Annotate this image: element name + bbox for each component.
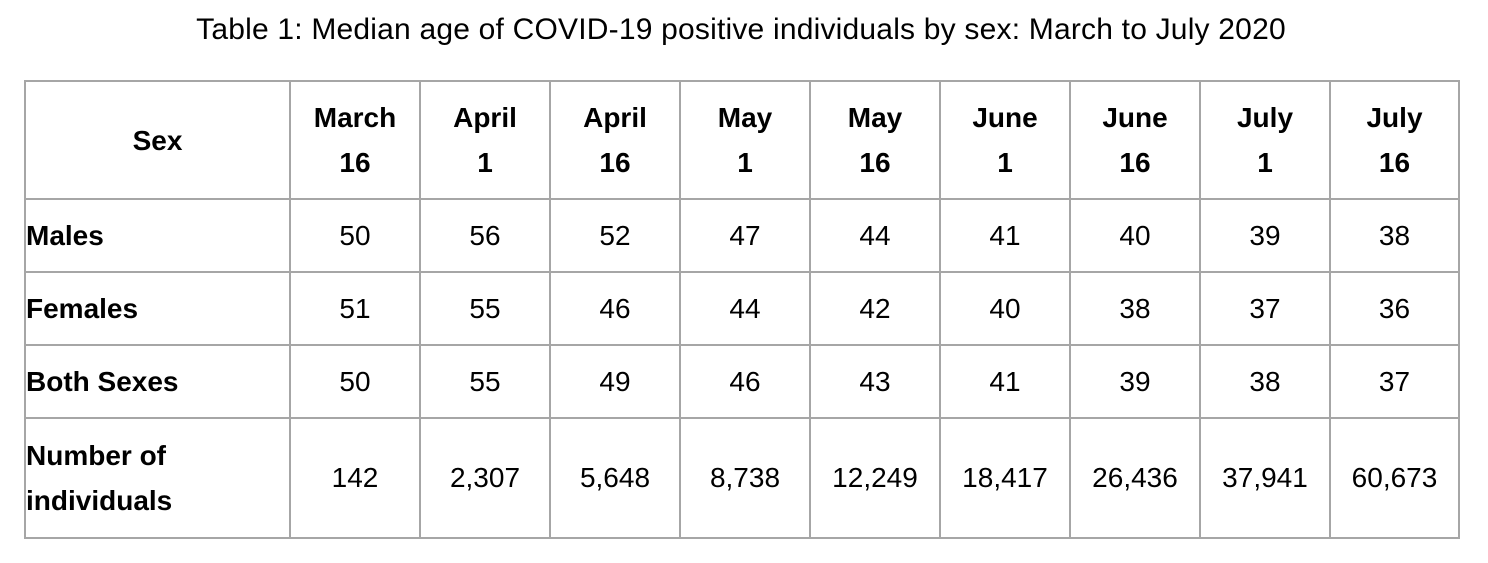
table-cell: 46	[549, 271, 681, 346]
table-cell: 43	[809, 344, 941, 419]
header-april-1: April 1	[419, 80, 551, 200]
table-cell: 55	[419, 344, 551, 419]
table-cell: 39	[1069, 344, 1201, 419]
table-cell: 40	[1069, 198, 1201, 273]
header-may-1: May 1	[679, 80, 811, 200]
header-sex: Sex	[24, 80, 291, 200]
table-cell: 39	[1199, 198, 1331, 273]
table-cell: 37	[1199, 271, 1331, 346]
table-cell: 41	[939, 344, 1071, 419]
row-label: Both Sexes	[24, 344, 291, 419]
table-cell: 40	[939, 271, 1071, 346]
table-cell: 44	[679, 271, 811, 346]
table-row-males: Males 50 56 52 47 44 41 40 39 38	[24, 198, 1460, 273]
header-row: Sex March 16 April 1 April 16 May 1 May 16 Ju…	[24, 80, 1460, 200]
table-cell: 47	[679, 198, 811, 273]
table-cell: 46	[679, 344, 811, 419]
row-label: Females	[24, 271, 291, 346]
table-cell: 38	[1069, 271, 1201, 346]
table-cell: 52	[549, 198, 681, 273]
median-age-table: Sex March 16 April 1 April 16 May 1 May 16 Ju…	[24, 80, 1460, 539]
header-april-16: April 16	[549, 80, 681, 200]
table-caption: Table 1: Median age of COVID-19 positive…	[196, 13, 1286, 46]
table-cell: 142	[289, 417, 421, 539]
table-cell: 37	[1329, 344, 1460, 419]
header-june-1: June 1	[939, 80, 1071, 200]
table-cell: 5,648	[549, 417, 681, 539]
table-cell: 37,941	[1199, 417, 1331, 539]
table-cell: 36	[1329, 271, 1460, 346]
header-june-16: June 16	[1069, 80, 1201, 200]
table-cell: 50	[289, 198, 421, 273]
table-cell: 41	[939, 198, 1071, 273]
table-cell: 26,436	[1069, 417, 1201, 539]
header-may-16: May 16	[809, 80, 941, 200]
table-cell: 42	[809, 271, 941, 346]
table-cell: 12,249	[809, 417, 941, 539]
table-row-females: Females 51 55 46 44 42 40 38 37 36	[24, 271, 1460, 346]
table-cell: 38	[1329, 198, 1460, 273]
header-march-16: March 16	[289, 80, 421, 200]
table-row-both-sexes: Both Sexes 50 55 49 46 43 41 39 38 37	[24, 344, 1460, 419]
header-july-1: July 1	[1199, 80, 1331, 200]
table-cell: 38	[1199, 344, 1331, 419]
row-label: Males	[24, 198, 291, 273]
table-cell: 55	[419, 271, 551, 346]
table-cell: 50	[289, 344, 421, 419]
table-cell: 8,738	[679, 417, 811, 539]
table-cell: 60,673	[1329, 417, 1460, 539]
table-cell: 51	[289, 271, 421, 346]
table-cell: 2,307	[419, 417, 551, 539]
row-label: Number of individuals	[24, 417, 291, 539]
table-cell: 44	[809, 198, 941, 273]
table-cell: 49	[549, 344, 681, 419]
table-cell: 18,417	[939, 417, 1071, 539]
table-cell: 56	[419, 198, 551, 273]
table-row-number-of-individuals: Number of individuals 142 2,307 5,648 8,7…	[24, 417, 1460, 539]
header-july-16: July 16	[1329, 80, 1460, 200]
